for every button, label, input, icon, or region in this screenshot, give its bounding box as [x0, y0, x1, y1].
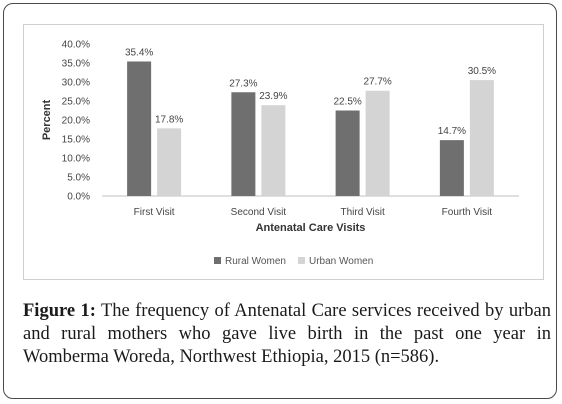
bar-rural-women: [127, 61, 152, 197]
bar-rural-women: [231, 92, 256, 196]
y-tick-label: 15.0%: [62, 135, 90, 146]
y-tick-label: 25.0%: [62, 97, 90, 108]
y-tick-label: 20.0%: [62, 116, 90, 127]
data-label-urban-women: 23.9%: [259, 91, 287, 102]
bar-urban-women: [365, 90, 390, 196]
x-tick-label: Third Visit: [340, 207, 384, 218]
x-axis-title: Antenatal Care Visits: [256, 222, 366, 234]
data-label-urban-women: 30.5%: [468, 66, 496, 77]
data-label-rural-women: 14.7%: [438, 126, 466, 137]
x-tick-label: Second Visit: [231, 207, 287, 218]
data-label-urban-women: 27.7%: [363, 77, 391, 88]
y-tick-label: 40.0%: [62, 40, 90, 51]
chart-area: 0.0% 5.0% 10.0% 15.0% 20.0% 25.0% 30.0% 35.0% 40…: [23, 24, 544, 280]
bar-urban-women: [261, 105, 286, 196]
data-label-rural-women: 22.5%: [333, 97, 361, 108]
y-axis-title: Percent: [41, 99, 53, 140]
y-tick-label: 35.0%: [62, 59, 90, 70]
legend-swatch-urban-women: [298, 257, 305, 264]
bar-urban-women: [157, 128, 182, 196]
figure-frame: 0.0% 5.0% 10.0% 15.0% 20.0% 25.0% 30.0% 35.0% 40…: [3, 3, 557, 399]
bar-urban-women: [469, 80, 494, 196]
data-label-urban-women: 17.8%: [155, 114, 183, 125]
x-tick-label: First Visit: [134, 207, 175, 218]
bar-chart: 0.0% 5.0% 10.0% 15.0% 20.0% 25.0% 30.0% 35.0% 40…: [41, 40, 519, 267]
bar-rural-women: [439, 140, 464, 196]
legend-swatch-rural-women: [214, 257, 221, 264]
legend-label-urban-women: Urban Women: [309, 256, 373, 267]
y-tick-label: 30.0%: [62, 78, 90, 89]
x-tick-label: Fourth Visit: [442, 207, 493, 218]
caption-text: The frequency of Antenatal Care services…: [23, 301, 551, 367]
figure-caption: Figure 1: The frequency of Antenatal Car…: [23, 300, 551, 369]
bar-rural-women: [335, 110, 360, 196]
y-tick-label: 0.0%: [67, 192, 90, 203]
y-tick-label: 10.0%: [62, 154, 90, 165]
legend-label-rural-women: Rural Women: [225, 256, 286, 267]
data-label-rural-women: 35.4%: [125, 47, 153, 58]
data-label-rural-women: 27.3%: [229, 78, 257, 89]
y-tick-label: 5.0%: [67, 173, 90, 184]
caption-label: Figure 1:: [23, 301, 96, 321]
